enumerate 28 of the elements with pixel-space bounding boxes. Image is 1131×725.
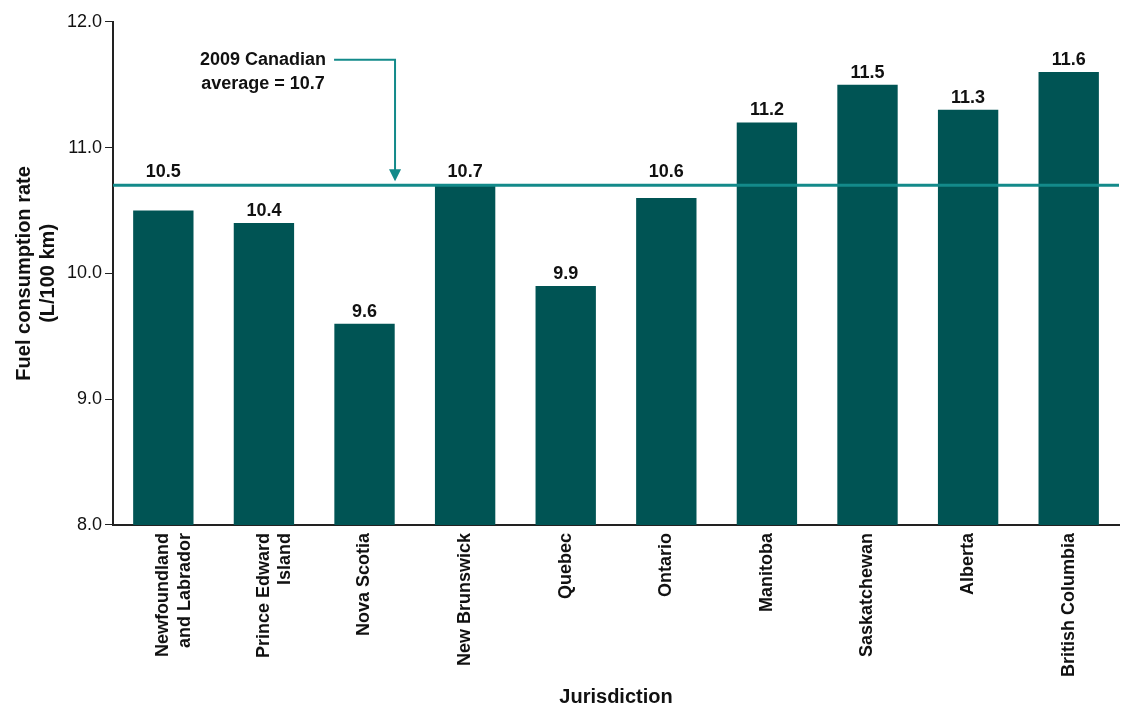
y-tick-label: 8.0 [77,513,103,534]
x-tick-label: Nova Scotia [353,532,374,637]
y-tick-label: 12.0 [66,10,103,31]
data-label: 10.6 [648,161,684,182]
y-axis-title: Fuel consumption rate (L/100 km) [11,166,58,381]
data-label: 10.4 [246,200,282,221]
x-tick-label: Alberta [957,532,978,596]
y-tick-label: 10.0 [66,262,103,283]
x-tick-label: Quebec [554,532,575,600]
x-axis-title: Jurisdiction [559,684,673,707]
y-tick-label: 9.0 [77,388,103,409]
data-label: 11.2 [749,99,784,120]
x-tick-label: New Brunswick [454,532,475,667]
x-tick-label: Manitoba [755,532,776,612]
data-label: 11.3 [951,86,986,107]
x-tick-label: Saskatchewan [856,532,877,658]
data-label: 11.6 [1051,49,1086,70]
y-tick-label: 11.0 [68,136,103,157]
x-tick-label: Prince Edward Island [252,532,295,659]
data-label: 10.7 [447,161,483,182]
ref-line-label: 2009 Canadian average = 10.7 [200,48,327,93]
x-tick-label: Newfoundland and Labrador [152,532,194,657]
x-tick-label: Ontario [655,532,676,598]
x-tick-label: British Columbia [1057,532,1078,678]
data-label: 11.5 [850,61,885,82]
data-label: 9.6 [352,300,378,321]
data-label: 10.5 [145,161,181,182]
data-label: 9.9 [553,262,579,283]
